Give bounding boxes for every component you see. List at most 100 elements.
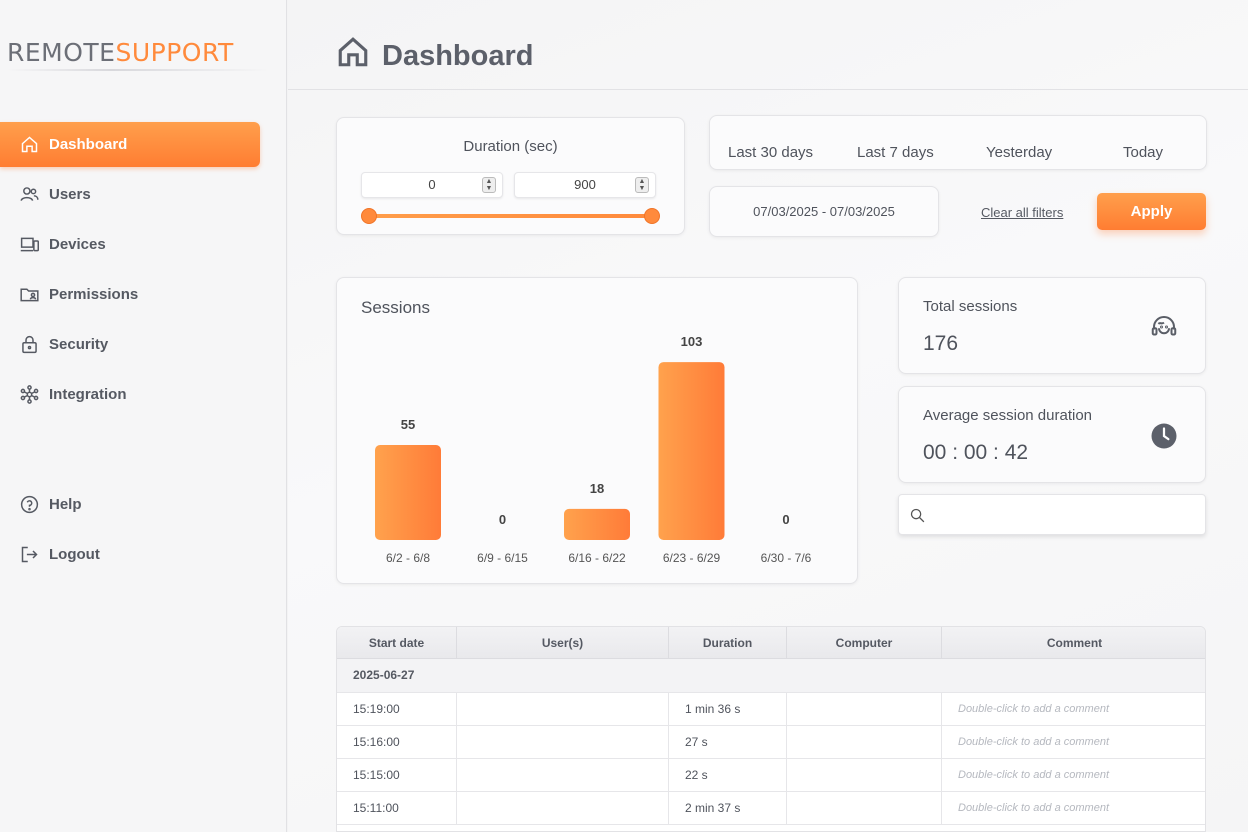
sidebar-item-label: Help xyxy=(49,496,82,513)
cell-users xyxy=(457,792,669,825)
table-row[interactable] xyxy=(337,824,1205,831)
sidebar-item-label: Devices xyxy=(49,236,106,253)
total-sessions-label: Total sessions xyxy=(923,298,1018,315)
range-last-30-days[interactable]: Last 30 days xyxy=(728,144,814,161)
cell-users xyxy=(457,693,669,726)
table-row[interactable]: 15:16:00 27 s Double-click to add a comm… xyxy=(337,725,1205,759)
cell-duration: 27 s xyxy=(669,726,787,759)
duration-title: Duration (sec) xyxy=(463,138,558,155)
table-row[interactable]: 15:19:00 1 min 36 s Double-click to add … xyxy=(337,692,1205,726)
top-bar: Dashboard xyxy=(288,0,1248,90)
cell-comment[interactable]: Double-click to add a comment xyxy=(958,802,1110,814)
cell-users xyxy=(457,726,669,759)
apply-button[interactable]: Apply xyxy=(1097,193,1206,230)
page-title-text: Dashboard xyxy=(382,39,534,72)
cell-comment[interactable]: Double-click to add a comment xyxy=(958,703,1110,715)
col-users[interactable]: User(s) xyxy=(457,627,669,659)
sidebar-item-dashboard[interactable]: Dashboard xyxy=(0,122,260,167)
sidebar-item-permissions[interactable]: Permissions xyxy=(0,272,260,317)
sidebar-item-integration[interactable]: Integration xyxy=(0,372,260,417)
total-sessions-card: Total sessions 176 xyxy=(898,277,1206,374)
home-icon xyxy=(18,134,40,156)
category-label: 6/9 - 6/15 xyxy=(477,551,528,565)
lock-icon xyxy=(18,334,40,356)
range-last-7-days[interactable]: Last 7 days xyxy=(857,144,934,161)
sidebar-item-label: Dashboard xyxy=(49,136,128,153)
users-icon xyxy=(18,184,40,206)
category-label: 6/30 - 7/6 xyxy=(761,551,812,565)
sessions-bar-chart: 55 6/2 - 6/8 0 6/9 - 6/15 18 6/16 - 6/22 103 6/… xyxy=(375,334,812,565)
sidebar-item-security[interactable]: Security xyxy=(0,322,260,367)
spinner-icon[interactable]: ▲ ▼ xyxy=(482,177,496,193)
cell-start: 15:15:00 xyxy=(337,759,457,792)
cell-start: 15:11:00 xyxy=(337,792,457,825)
table-row[interactable]: 15:15:00 22 s Double-click to add a comm… xyxy=(337,758,1205,792)
help-icon xyxy=(18,494,40,516)
range-today[interactable]: Today xyxy=(1123,144,1164,161)
sidebar-item-label: Users xyxy=(49,186,91,203)
sidebar-item-label: Security xyxy=(49,336,109,353)
brand-part1: REMOTE xyxy=(7,38,116,67)
duration-slider-track[interactable] xyxy=(369,214,651,218)
network-icon xyxy=(18,384,40,406)
bar-3[interactable] xyxy=(658,362,725,540)
table-row[interactable]: 15:11:00 2 min 37 s Double-click to add … xyxy=(337,791,1205,825)
bar-value-label: 55 xyxy=(401,417,415,432)
main-content: Dashboard Duration (sec) 0 ▲ ▼ 900 ▲ ▼ Las… xyxy=(288,0,1248,832)
avg-duration-label: Average session duration xyxy=(923,407,1092,424)
category-label: 6/2 - 6/8 xyxy=(386,551,430,565)
sidebar-item-devices[interactable]: Devices xyxy=(0,222,260,267)
col-comment[interactable]: Comment xyxy=(1046,636,1103,650)
duration-slider-min-handle[interactable] xyxy=(361,208,377,224)
page-title: Dashboard xyxy=(336,35,533,77)
cell-duration: 1 min 36 s xyxy=(669,693,787,726)
sidebar-item-label: Integration xyxy=(49,386,127,403)
cell-comment[interactable]: Double-click to add a comment xyxy=(958,736,1110,748)
cell-start: 15:19:00 xyxy=(337,693,457,726)
sidebar: REMOTESUPPORT Dashboard Users Devices Pe… xyxy=(0,0,287,832)
sidebar-item-help[interactable]: Help xyxy=(0,482,260,527)
devices-icon xyxy=(18,234,40,256)
clear-filters-link[interactable]: Clear all filters xyxy=(981,205,1064,220)
logo-divider xyxy=(7,69,269,71)
duration-min-value: 0 xyxy=(428,177,436,192)
cell-users xyxy=(457,759,669,792)
bar-0[interactable] xyxy=(375,445,441,540)
cell-duration: 22 s xyxy=(669,759,787,792)
search-icon xyxy=(910,508,925,523)
date-range-input[interactable]: 07/03/2025 - 07/03/2025 xyxy=(709,186,939,237)
brand-part2: SUPPORT xyxy=(115,38,234,67)
logout-icon xyxy=(18,544,40,566)
cell-start: 15:16:00 xyxy=(337,726,457,759)
avg-duration-value: 00 : 00 : 42 xyxy=(923,441,1029,464)
spinner-icon[interactable]: ▲ ▼ xyxy=(635,177,649,193)
headset-icon xyxy=(1151,316,1177,336)
sessions-chart-card: Sessions 55 6/2 - 6/8 0 6/9 - 6/15 18 6/16 - … xyxy=(336,277,858,584)
search-input[interactable] xyxy=(935,499,1195,531)
range-yesterday[interactable]: Yesterday xyxy=(986,144,1053,161)
duration-max-value: 900 xyxy=(574,177,596,192)
duration-min-input[interactable]: 0 ▲ ▼ xyxy=(361,172,503,198)
bar-2[interactable] xyxy=(564,508,630,540)
duration-slider-max-handle[interactable] xyxy=(644,208,660,224)
avg-duration-card: Average session duration 00 : 00 : 42 xyxy=(898,386,1206,483)
cell-duration: 2 min 37 s xyxy=(669,792,787,825)
cell-computer xyxy=(787,726,942,759)
col-duration[interactable]: Duration xyxy=(669,627,787,659)
sidebar-item-label: Logout xyxy=(49,546,100,563)
sidebar-item-logout[interactable]: Logout xyxy=(0,532,260,577)
table-header: Start date User(s) Duration Computer Com… xyxy=(337,627,1205,659)
sidebar-item-users[interactable]: Users xyxy=(0,172,260,217)
col-start-date[interactable]: Start date xyxy=(337,627,457,659)
cell-computer xyxy=(787,759,942,792)
cell-comment[interactable]: Double-click to add a comment xyxy=(958,769,1110,781)
date-range-selector: Last 30 days Last 7 days Yesterday Today xyxy=(709,115,1207,170)
total-sessions-value: 176 xyxy=(923,332,959,355)
duration-filter: Duration (sec) 0 ▲ ▼ 900 ▲ ▼ xyxy=(336,117,685,235)
duration-max-input[interactable]: 900 ▲ ▼ xyxy=(514,172,656,198)
col-computer[interactable]: Computer xyxy=(787,627,942,659)
sessions-table: Start date User(s) Duration Computer Com… xyxy=(336,626,1206,832)
clock-icon xyxy=(1151,423,1177,449)
brand-logo[interactable]: REMOTESUPPORT xyxy=(7,38,234,67)
category-label: 6/16 - 6/22 xyxy=(568,551,626,565)
